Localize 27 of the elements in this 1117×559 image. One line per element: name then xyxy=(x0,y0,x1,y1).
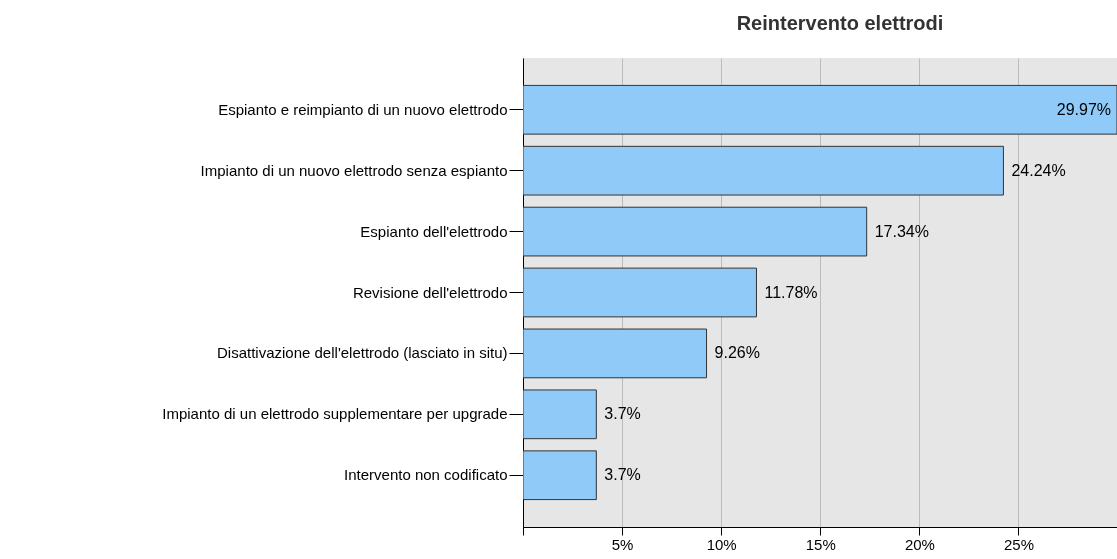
data-label: 11.78% xyxy=(764,283,818,301)
y-tick-label: Espianto dell'elettrodo xyxy=(360,222,508,240)
chart-title: Reintervento elettrodi xyxy=(736,12,944,34)
y-tick-label: Disattivazione dell'elettrodo (lasciato in situ) xyxy=(216,344,508,362)
data-label: 9.26% xyxy=(714,344,760,362)
y-tick-label: Revisione dell'elettrodo xyxy=(352,283,508,301)
bar xyxy=(523,84,1117,135)
data-label: 3.7% xyxy=(604,405,641,423)
bar xyxy=(523,206,868,257)
x-tick-label: 25% xyxy=(1003,535,1035,553)
data-label: 29.97% xyxy=(1056,100,1111,118)
data-label: 17.34% xyxy=(874,222,929,240)
x-tick-label: 15% xyxy=(805,535,836,553)
x-tick-label: 20% xyxy=(904,535,935,553)
y-tick-label: Intervento non codificato xyxy=(344,466,508,484)
y-tick-label: Impianto di un elettrodo supplementare per upgrade xyxy=(162,405,508,423)
x-tick-label: 10% xyxy=(706,535,737,553)
bar xyxy=(523,450,597,501)
x-tick-label: 5% xyxy=(611,535,634,553)
data-label: 3.7% xyxy=(604,466,641,484)
data-label: 24.24% xyxy=(1011,161,1066,179)
y-tick-label: Impianto di un nuovo elettrodo senza espianto xyxy=(200,161,508,179)
y-tick-label: Espianto e reimpianto di un nuovo elettrodo xyxy=(218,100,508,118)
bar xyxy=(523,145,1004,196)
bar xyxy=(523,328,708,379)
bar xyxy=(523,389,597,440)
bar xyxy=(523,267,757,318)
